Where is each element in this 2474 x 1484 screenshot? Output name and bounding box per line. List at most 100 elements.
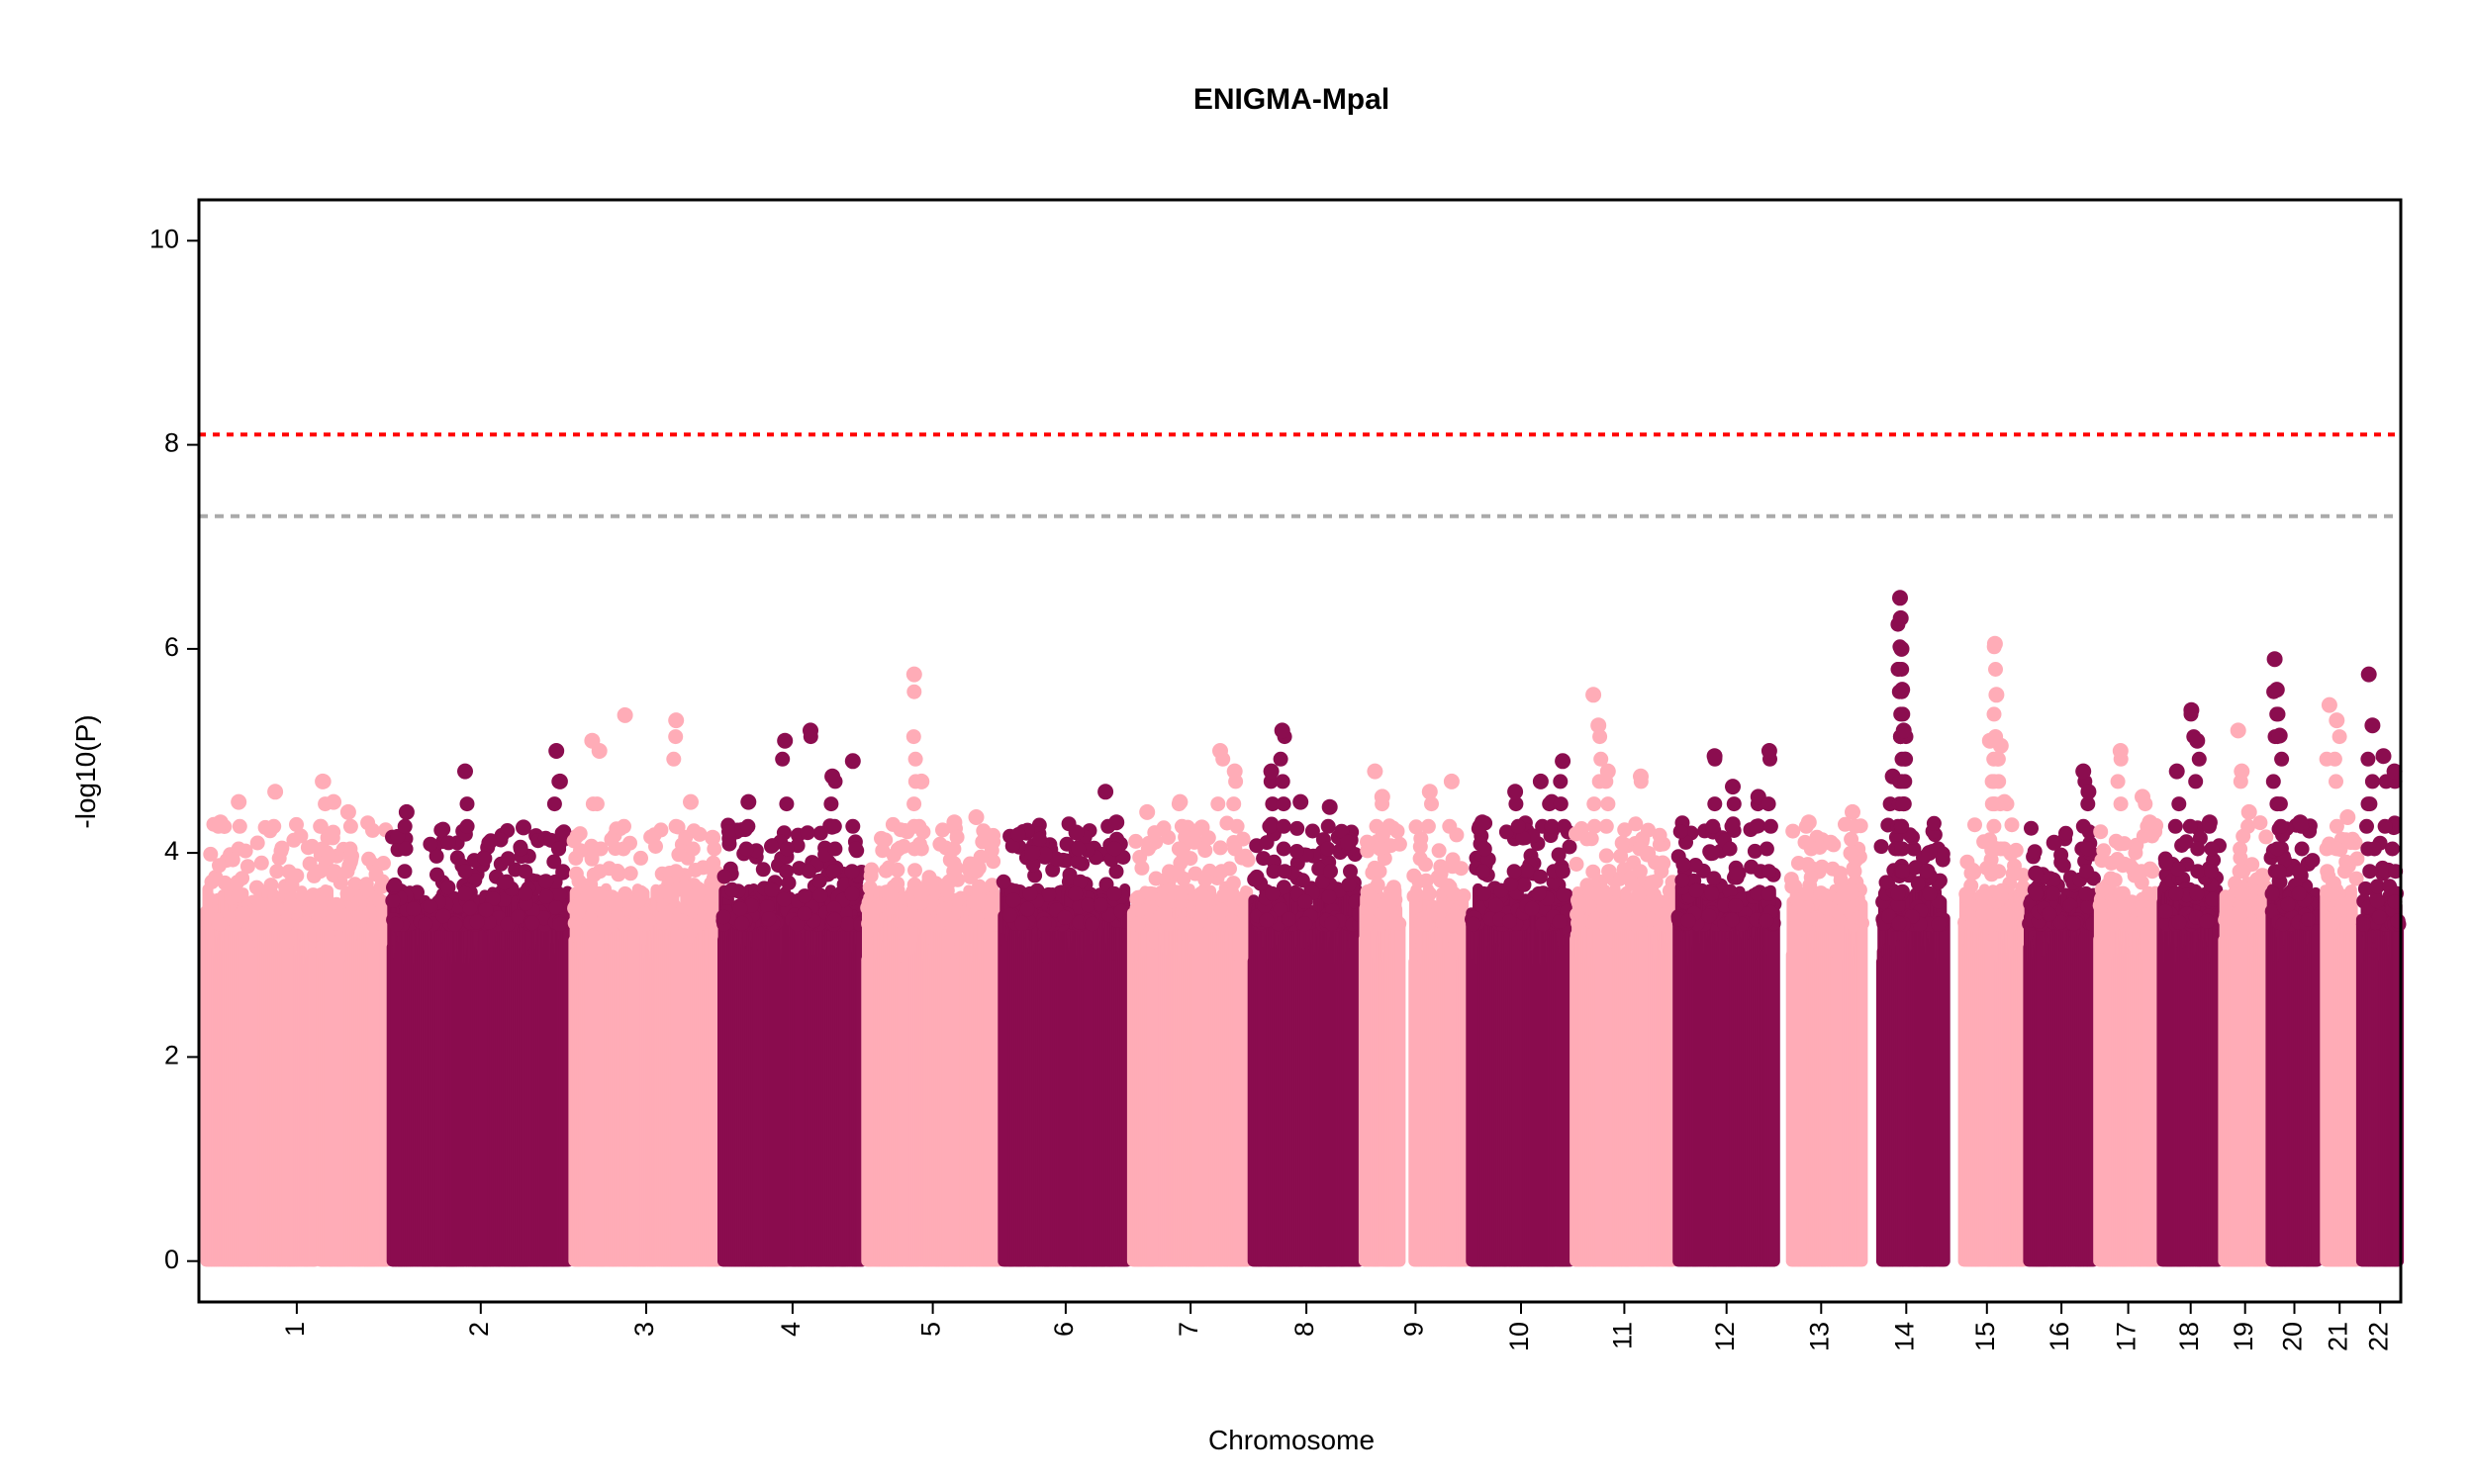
snp-point — [1919, 864, 1935, 880]
snp-point — [1431, 843, 1447, 859]
snp-point — [555, 864, 571, 880]
snp-point — [315, 841, 331, 857]
snp-point — [2015, 880, 2031, 895]
snp-point — [779, 841, 795, 857]
snp-point — [1906, 841, 1922, 857]
snp-point — [552, 886, 568, 902]
snp-point — [372, 893, 388, 909]
snp-point — [339, 885, 355, 901]
snp-point — [1323, 864, 1338, 880]
snp-point — [481, 914, 497, 930]
snp-point — [956, 916, 972, 932]
snp-peak — [913, 773, 930, 789]
snp-point — [1586, 915, 1602, 931]
snp-point — [1519, 863, 1535, 879]
snp-point — [1999, 908, 2015, 924]
snp-point — [1229, 818, 1245, 834]
snp-point — [1728, 866, 1744, 881]
snp-point — [1373, 841, 1388, 857]
snp-point — [1894, 841, 1910, 857]
snp-point — [231, 887, 246, 903]
snp-point — [1890, 897, 1906, 913]
snp-point — [1510, 818, 1526, 834]
snp-point — [592, 885, 608, 901]
snp-peak — [1895, 722, 1912, 739]
snp-peak — [1988, 687, 2005, 703]
snp-peak — [1800, 814, 1817, 831]
snp-point — [1412, 839, 1428, 855]
snp-point — [1071, 841, 1087, 857]
snp-point — [1844, 831, 1859, 847]
snp-point — [1705, 846, 1720, 862]
snp-point — [1656, 916, 1671, 932]
snp-point — [1210, 796, 1226, 812]
snp-point — [1005, 892, 1021, 908]
snp-peak — [1590, 717, 1607, 734]
snp-point — [1632, 841, 1648, 857]
snp-point — [1728, 898, 1744, 913]
snp-point — [225, 852, 240, 868]
snp-point — [360, 815, 376, 831]
snp-point — [1761, 864, 1776, 880]
snp-point — [1276, 796, 1291, 812]
snp-point — [1019, 901, 1035, 917]
chromosome-12-points — [1670, 743, 1782, 1267]
snp-point — [881, 885, 897, 901]
snp-point — [313, 864, 329, 880]
snp-point — [1173, 885, 1189, 901]
snp-point — [1556, 887, 1571, 902]
snp-point — [616, 841, 631, 857]
snp-peak — [2080, 784, 2097, 800]
snp-point — [917, 911, 933, 927]
chromosome-18-points — [2156, 701, 2227, 1267]
snp-point — [949, 892, 965, 908]
snp-point — [462, 900, 478, 916]
snp-point — [1878, 875, 1894, 890]
snp-point — [878, 863, 894, 879]
snp-point — [2110, 774, 2126, 789]
snp-point — [1975, 906, 1991, 922]
snp-point — [1226, 796, 1242, 812]
snp-point — [969, 864, 985, 880]
snp-peak — [824, 768, 841, 785]
snp-point — [1810, 912, 1825, 928]
snp-point — [1650, 893, 1665, 909]
snp-point — [779, 796, 795, 812]
snp-point — [501, 851, 516, 867]
snp-point — [1787, 879, 1803, 894]
snp-peak — [1893, 640, 1910, 657]
snp-point — [1411, 874, 1427, 889]
snp-point — [572, 826, 588, 842]
snp-point — [1224, 885, 1240, 901]
snp-point — [1898, 751, 1914, 767]
snp-point — [800, 825, 815, 841]
snp-point — [668, 729, 684, 745]
snp-point — [593, 916, 609, 932]
snp-point — [2134, 864, 2149, 880]
snp-point — [609, 896, 624, 912]
snp-point — [1282, 911, 1296, 927]
snp-point — [1585, 864, 1601, 880]
snp-point — [2075, 818, 2091, 834]
snp-point — [848, 841, 864, 857]
snp-point — [1004, 838, 1020, 854]
chromosome-11-points — [1569, 687, 1680, 1267]
snp-peak — [1474, 814, 1490, 831]
snp-point — [269, 900, 285, 916]
snp-point — [518, 885, 533, 901]
snp-point — [1873, 839, 1889, 855]
snp-point — [1320, 818, 1336, 834]
snp-point — [1747, 843, 1762, 859]
snp-point — [1262, 818, 1278, 834]
snp-peak — [1655, 855, 1671, 872]
chromosome-15-points — [1957, 635, 2031, 1267]
snp-point — [637, 916, 653, 932]
snp-point — [217, 875, 233, 890]
snp-peak — [1599, 763, 1616, 780]
snp-point — [2005, 866, 2021, 881]
snp-peak — [1172, 793, 1189, 810]
snp-point — [447, 916, 463, 932]
snp-point — [1391, 836, 1407, 852]
snp-point — [1041, 886, 1057, 902]
snp-peak — [1139, 803, 1156, 820]
